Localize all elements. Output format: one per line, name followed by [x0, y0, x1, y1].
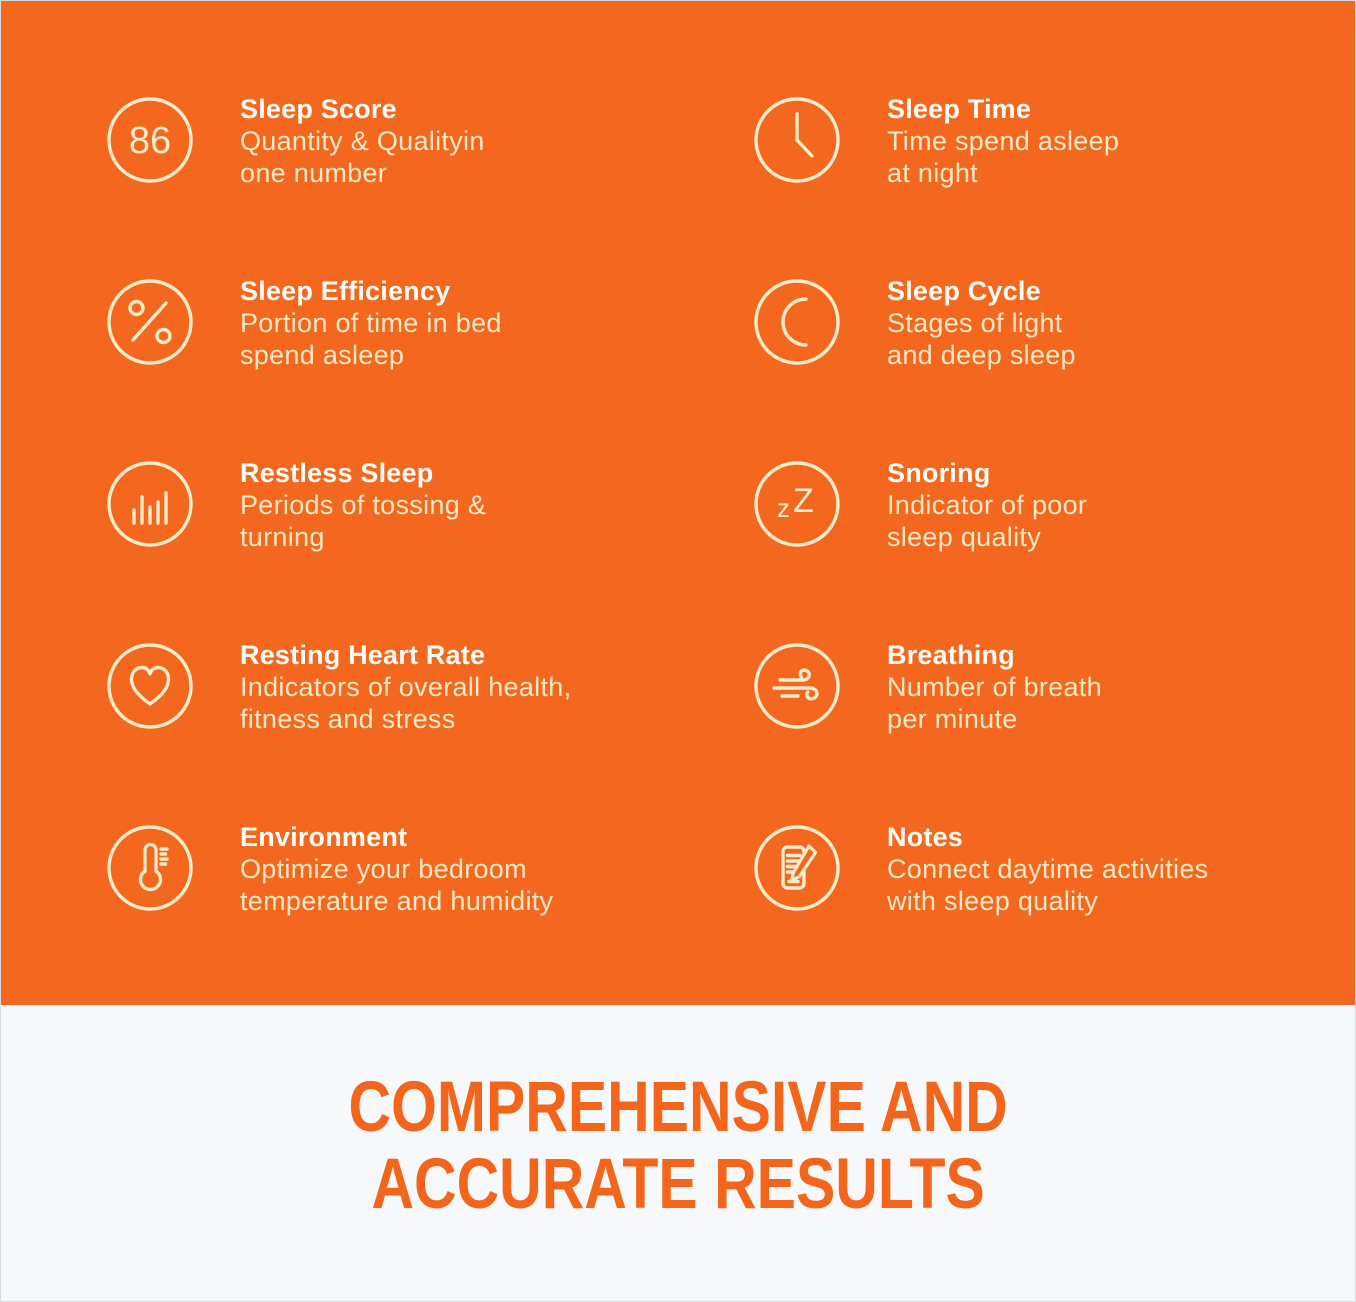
heart-icon	[106, 642, 194, 730]
feature-description: Periods of tossing & turning	[240, 489, 487, 552]
feature-title: Environment	[240, 821, 408, 852]
feature-title: Restless Sleep	[240, 457, 434, 488]
crescent-moon-icon	[753, 278, 841, 366]
results-heading-line2: ACCURATE RESULTS	[371, 1145, 985, 1224]
results-heading-line1: COMPREHENSIVE AND	[348, 1068, 1008, 1147]
feature-title: Breathing	[887, 639, 1015, 670]
feature-title: Sleep Cycle	[887, 275, 1041, 306]
features-section: 86 Sleep Score Quantity & Qualityin one …	[1, 1, 1355, 1005]
snoring-zz-icon: z Z	[753, 460, 841, 548]
feature-notes: Notes Connect daytime activities with sl…	[753, 821, 1355, 916]
feature-sleep-efficiency: Sleep Efficiency Portion of time in bed …	[106, 275, 753, 370]
feature-snoring: z Z Snoring Indicator of poor sleep qual…	[753, 457, 1355, 552]
feature-description: Quantity & Qualityin one number	[240, 125, 485, 188]
feature-title: Sleep Score	[240, 93, 397, 124]
feature-title: Notes	[887, 821, 964, 852]
sleep-score-value: 86	[129, 120, 171, 162]
feature-description: Portion of time in bed spend asleep	[240, 307, 502, 370]
results-section: COMPREHENSIVE AND ACCURATE RESULTS	[1, 1005, 1355, 1301]
feature-description: Indicators of overall health, fitness an…	[240, 671, 572, 734]
wind-icon	[753, 642, 841, 730]
note-pencil-icon	[753, 824, 841, 912]
feature-description: Stages of light and deep sleep	[887, 307, 1076, 370]
feature-description: Time spend asleep at night	[887, 125, 1120, 188]
thermometer-icon	[106, 824, 194, 912]
snoring-z-big: Z	[793, 482, 814, 520]
feature-sleep-score: 86 Sleep Score Quantity & Qualityin one …	[106, 93, 753, 188]
activity-bars-icon	[106, 460, 194, 548]
feature-sleep-time: Sleep Time Time spend asleep at night	[753, 93, 1355, 188]
feature-breathing: Breathing Number of breath per minute	[753, 639, 1355, 734]
feature-title: Sleep Efficiency	[240, 275, 451, 306]
feature-environment: Environment Optimize your bedroom temper…	[106, 821, 753, 916]
percent-icon	[106, 278, 194, 366]
sleep-score-icon: 86	[106, 96, 194, 184]
snoring-z-small: z	[777, 493, 790, 523]
feature-title: Sleep Time	[887, 93, 1032, 124]
features-grid: 86 Sleep Score Quantity & Qualityin one …	[106, 93, 1355, 916]
clock-icon	[753, 96, 841, 184]
feature-restless-sleep: Restless Sleep Periods of tossing & turn…	[106, 457, 753, 552]
feature-resting-heart-rate: Resting Heart Rate Indicators of overall…	[106, 639, 753, 734]
feature-description: Number of breath per minute	[887, 671, 1102, 734]
feature-description: Indicator of poor sleep quality	[887, 489, 1088, 552]
results-heading: COMPREHENSIVE AND ACCURATE RESULTS	[348, 1069, 1007, 1223]
feature-description: Connect daytime activities with sleep qu…	[887, 853, 1209, 916]
feature-sleep-cycle: Sleep Cycle Stages of light and deep sle…	[753, 275, 1355, 370]
feature-title: Snoring	[887, 457, 991, 488]
feature-title: Resting Heart Rate	[240, 639, 486, 670]
feature-description: Optimize your bedroom temperature and hu…	[240, 853, 554, 916]
